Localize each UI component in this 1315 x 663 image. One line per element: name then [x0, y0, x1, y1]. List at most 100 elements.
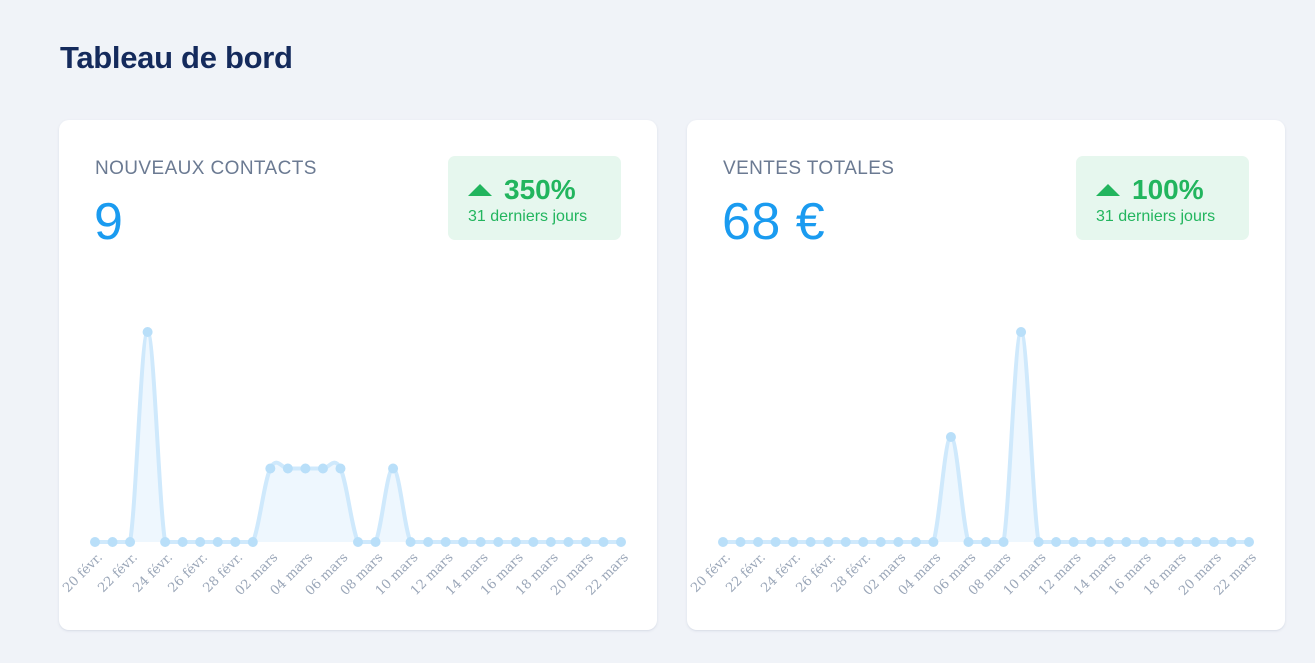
chart-point [998, 537, 1009, 547]
chart-point [840, 537, 851, 547]
chart-point [770, 537, 781, 547]
chart-point [928, 537, 939, 547]
x-tick-label: 22 févr. [95, 550, 141, 596]
chart-point [823, 537, 834, 547]
chart-point [423, 537, 434, 547]
chart-point [177, 537, 188, 547]
chart-point [875, 537, 886, 547]
chart-line [94, 330, 621, 544]
x-tick-label: 06 mars [303, 550, 352, 599]
chart-point [735, 537, 746, 547]
chart-point [858, 537, 869, 547]
chart-point [788, 537, 799, 547]
card-value: 68 € [722, 193, 826, 251]
x-tick-label: 20 mars [1176, 550, 1225, 599]
chart-point [1033, 537, 1044, 547]
x-tick-label: 16 mars [478, 550, 527, 599]
chart-point [910, 537, 921, 547]
trend-badge: 350% 31 derniers jours [448, 156, 621, 240]
chart-point [107, 537, 118, 547]
chart-point [1226, 537, 1237, 547]
chart-area [95, 332, 621, 542]
x-tick-label: 20 févr. [688, 550, 734, 596]
x-tick-label: 10 mars [1001, 550, 1050, 599]
chart-point [440, 537, 451, 547]
chart-point [1244, 537, 1254, 547]
trend-period: 31 derniers jours [1096, 208, 1216, 225]
x-tick-label: 26 févr. [165, 550, 211, 596]
chart-point [405, 537, 416, 547]
chart-point [195, 537, 206, 547]
x-tick-label: 18 mars [1141, 550, 1190, 599]
x-tick-label: 18 mars [513, 550, 562, 599]
x-tick-label: 02 mars [861, 550, 910, 599]
x-tick-label: 08 mars [338, 550, 387, 599]
new-contacts-card: NOUVEAUX CONTACTS 9 350% 31 derniers jou… [59, 120, 657, 630]
chart-point [90, 537, 100, 547]
x-tick-label: 02 mars [233, 550, 282, 599]
chart-point [1208, 537, 1219, 547]
chart-point [353, 537, 363, 547]
x-tick-label: 16 mars [1106, 550, 1155, 599]
x-tick-label: 12 mars [408, 550, 457, 599]
x-tick-label: 04 mars [268, 550, 317, 599]
x-tick-label: 26 févr. [793, 550, 839, 596]
x-tick-label: 22 févr. [723, 550, 769, 596]
chart-point [981, 537, 991, 547]
chart-point [388, 463, 399, 474]
x-tick-label: 20 févr. [60, 550, 106, 596]
chart-point [580, 537, 591, 547]
x-tick-label: 20 mars [548, 550, 597, 599]
chart-point [1103, 537, 1114, 547]
chart-line [722, 330, 1249, 544]
arrow-up-icon [468, 184, 492, 196]
chart-point [1173, 537, 1184, 547]
chart-point [247, 537, 258, 547]
card-label: VENTES TOTALES [723, 158, 895, 179]
trend-period: 31 derniers jours [468, 208, 588, 225]
chart-point [493, 537, 504, 547]
chart-point [230, 537, 241, 547]
chart-point [1016, 327, 1027, 337]
chart-area [723, 332, 1249, 542]
total-sales-card: VENTES TOTALES 68 € 100% 31 derniers jou… [687, 120, 1285, 630]
chart-point [212, 537, 223, 547]
chart-point [1156, 537, 1167, 547]
chart-point [142, 327, 153, 337]
chart-point [475, 537, 486, 547]
chart-point [893, 537, 904, 547]
chart-point [753, 537, 764, 547]
chart-point [1191, 537, 1202, 547]
x-tick-label: 24 févr. [130, 550, 176, 596]
x-tick-label: 22 mars [583, 550, 632, 599]
chart-point [1086, 537, 1097, 547]
chart-point [545, 537, 556, 547]
x-tick-label: 24 févr. [758, 550, 804, 596]
chart-point [160, 537, 171, 547]
chart-point [805, 537, 816, 547]
chart-point [1121, 537, 1132, 547]
chart-point [335, 463, 346, 474]
chart-point [282, 463, 293, 474]
trend-percent: 350% [504, 174, 576, 205]
chart-point [1068, 537, 1079, 547]
chart-point [125, 537, 136, 547]
chart-point [300, 463, 311, 474]
x-tick-label: 14 mars [443, 550, 492, 599]
chart-point [265, 463, 276, 474]
page-title: Tableau de bord [60, 40, 293, 75]
trend-badge: 100% 31 derniers jours [1076, 156, 1249, 240]
x-tick-label: 12 mars [1036, 550, 1085, 599]
chart-point [1138, 537, 1149, 547]
x-tick-label: 06 mars [931, 550, 980, 599]
chart-point [458, 537, 469, 547]
chart-point [510, 537, 521, 547]
chart-point [528, 537, 539, 547]
x-tick-label: 10 mars [373, 550, 422, 599]
chart-point [1051, 537, 1062, 547]
chart-point [718, 537, 728, 547]
x-tick-label: 04 mars [896, 550, 945, 599]
x-tick-label: 22 mars [1211, 550, 1260, 599]
x-tick-label: 08 mars [966, 550, 1015, 599]
card-value: 9 [94, 193, 124, 251]
